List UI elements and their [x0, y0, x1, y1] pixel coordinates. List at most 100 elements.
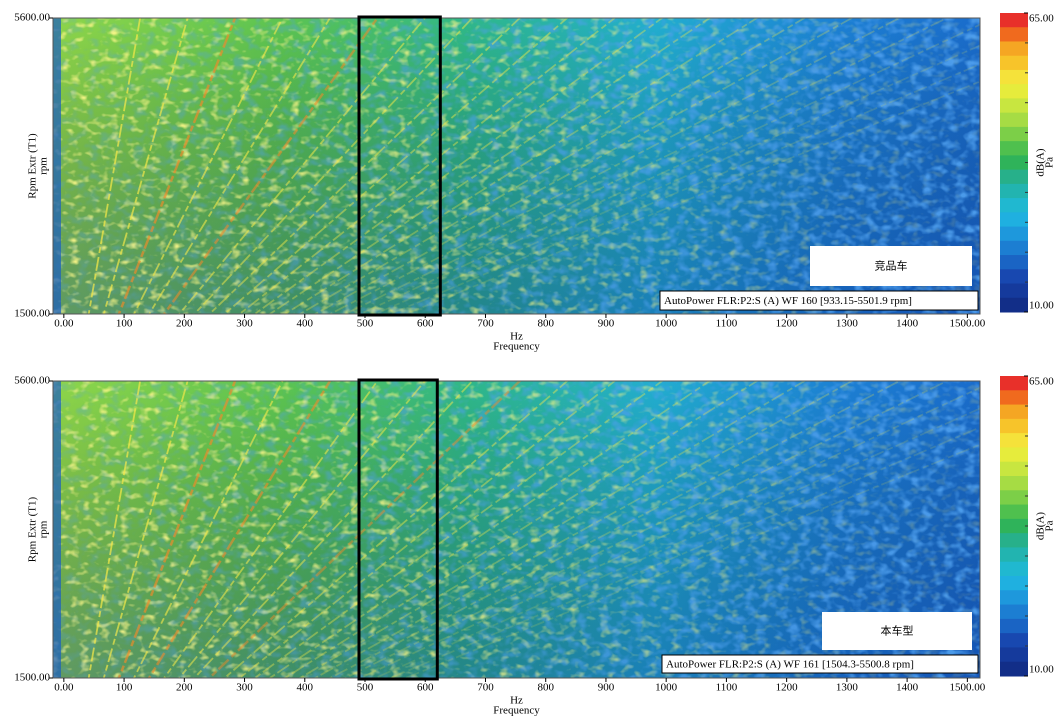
x-tick-label: 200: [176, 318, 193, 330]
x-tick-label: 400: [297, 318, 314, 330]
x-tick-label: 1000: [655, 682, 678, 694]
order-line: [178, 18, 427, 314]
colorbar-band: [1000, 418, 1028, 434]
x-tick-label: 600: [417, 318, 434, 330]
legend-box: [659, 290, 979, 311]
x-tick-label: 500: [357, 682, 374, 694]
order-line: [117, 381, 237, 678]
highlight-box: [357, 15, 442, 317]
order-line: [403, 80, 980, 314]
colorbar-band: [1000, 590, 1028, 606]
order-line: [403, 443, 980, 678]
x-tick-label: 100: [116, 682, 133, 694]
order-line: [238, 18, 617, 314]
colorbar-band: [1000, 141, 1028, 156]
x-tick-label: 1200: [776, 318, 799, 330]
left-band: [53, 381, 61, 678]
order-line: [298, 18, 807, 314]
y-unit: rpm: [38, 157, 50, 175]
order-line: [388, 426, 980, 678]
colorbar-band: [1000, 169, 1028, 185]
order-line: [117, 18, 237, 314]
order-line: [238, 381, 617, 678]
x-tick-label: 0.00: [54, 682, 74, 694]
colorbar-band: [1000, 98, 1028, 114]
colorbar-band: [1000, 41, 1028, 57]
colorbar-band: [1000, 376, 1028, 391]
y-tick-label: 1500.00: [14, 672, 50, 684]
order-line: [298, 381, 807, 678]
legend-text: AutoPower FLR:P2:S (A) WF 161 [1504.3-55…: [666, 659, 914, 671]
colorbar-band: [1000, 155, 1028, 171]
colorbar-band: [1000, 212, 1028, 228]
annotation-box: [822, 612, 972, 650]
x-tick-label: 100: [116, 318, 133, 330]
x-unit: Hz: [510, 331, 523, 343]
colorbar-tick-label: 65.00: [1029, 13, 1054, 25]
colorbar-band: [1000, 84, 1028, 99]
panel: 0.00 100 200 300 400 500 600 700 800 900 1000 1100 1…: [14, 12, 1055, 353]
order-line: [223, 18, 569, 314]
x-tick-label: 600: [417, 682, 434, 694]
colorbar-band: [1000, 433, 1028, 448]
x-tick-label: 1500.00: [949, 682, 985, 694]
order-line: [253, 381, 664, 678]
colorbar-band: [1000, 447, 1028, 463]
colorbar-band: [1000, 69, 1028, 85]
y-tick-label: 5600.00: [14, 375, 50, 387]
order-line: [283, 18, 759, 314]
colorbar-band: [1000, 533, 1028, 548]
colorbar-unit: Pa: [1044, 520, 1055, 531]
x-unit: Hz: [510, 695, 523, 707]
x-tick-label: 1400: [896, 682, 919, 694]
order-line: [162, 18, 379, 314]
order-line: [313, 18, 854, 314]
order-line: [283, 381, 759, 678]
order-line: [388, 63, 980, 314]
annotation: 本车型: [881, 624, 914, 638]
x-tick-label: 1300: [836, 318, 859, 330]
x-tick-label: 1500.00: [949, 318, 985, 330]
colorbar-band: [1000, 297, 1028, 313]
x-tick-label: 800: [537, 682, 554, 694]
order-line: [358, 386, 980, 678]
colorbar-band: [1000, 618, 1028, 634]
colorbar-band: [1000, 576, 1028, 591]
colorbar-band: [1000, 661, 1028, 677]
x-tick-label: 1100: [716, 682, 738, 694]
order-line: [147, 381, 332, 678]
order-line: [343, 381, 949, 678]
x-tick-label: 300: [236, 318, 253, 330]
order-line: [193, 18, 474, 314]
order-line: [373, 44, 980, 314]
annotation-box: [810, 246, 972, 286]
colorbar-band: [1000, 283, 1028, 299]
colorbar-band: [1000, 269, 1028, 285]
colorbar-band: [1000, 547, 1028, 563]
colorbar-band: [1000, 476, 1028, 491]
colorbar-band: [1000, 240, 1028, 256]
colorbar-band: [1000, 561, 1028, 577]
order-line: [133, 18, 284, 314]
order-line: [132, 381, 284, 678]
colorbar-band: [1000, 255, 1028, 270]
y-tick-label: 5600.00: [14, 12, 50, 24]
panel: 0.00 100 200 300 400 500 600 700 800 900 1000 1100 1…: [14, 375, 1055, 717]
x-tick-label: 200: [176, 682, 193, 694]
x-axis-label: Frequency: [493, 705, 540, 717]
colorbar-band: [1000, 518, 1028, 534]
heatmap: [53, 18, 980, 314]
order-line: [358, 23, 980, 314]
legend-text: AutoPower FLR:P2:S (A) WF 160 [933.15-55…: [664, 295, 912, 307]
y-tick-label: 1500.00: [14, 308, 50, 320]
colorbar-tick-label: 10.00: [1029, 664, 1054, 676]
order-line: [193, 381, 474, 678]
y-axis-label: Rpm Extr (T1): [27, 133, 39, 199]
colorbar-band: [1000, 13, 1028, 28]
y-axis-label: Rpm Extr (T1): [27, 496, 39, 562]
order-line: [373, 407, 980, 678]
order-line: [102, 381, 189, 678]
order-line: [163, 381, 379, 678]
x-tick-label: 900: [598, 318, 615, 330]
